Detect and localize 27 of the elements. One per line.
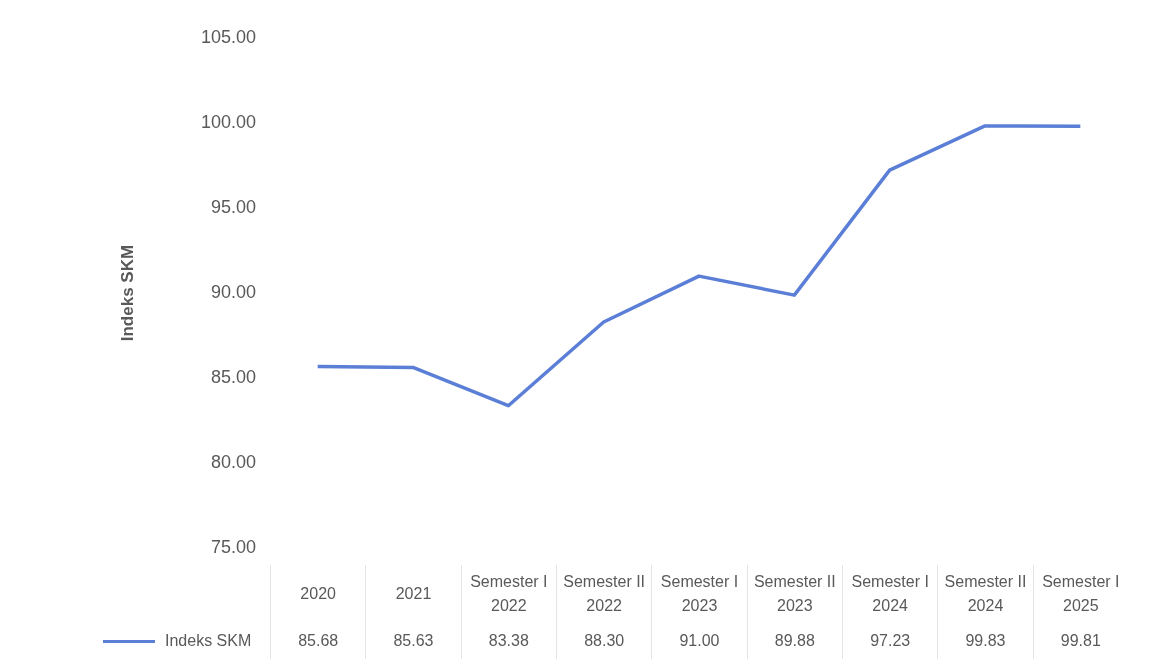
- y-tick-label: 80.00: [210, 452, 256, 473]
- x-tick-label: 2020: [270, 565, 366, 623]
- x-tick-label: Semester I 2022: [460, 565, 556, 623]
- y-tick-label: 95.00: [210, 197, 256, 218]
- x-tick-label: Semester II 2024: [937, 565, 1033, 623]
- data-label: 88.30: [556, 623, 652, 659]
- y-tick-label: 85.00: [210, 367, 256, 388]
- x-tick-label: 2021: [365, 565, 461, 623]
- data-label: 85.68: [270, 623, 366, 659]
- data-label: 91.00: [651, 623, 747, 659]
- y-tick-label: 75.00: [210, 537, 256, 558]
- x-tick-label: Semester I 2025: [1032, 565, 1128, 623]
- data-label: 89.88: [746, 623, 842, 659]
- x-tick-label: Semester I 2024: [842, 565, 938, 623]
- x-tick-label: Semester II 2023: [746, 565, 842, 623]
- y-tick-label: 100.00: [200, 112, 256, 132]
- y-axis-title: Indeks SKM: [117, 244, 137, 342]
- data-label: 85.63: [365, 623, 461, 659]
- data-label: 97.23: [842, 623, 938, 659]
- data-label: 83.38: [460, 623, 556, 659]
- data-label: 99.83: [937, 623, 1033, 659]
- x-tick-label: Semester II 2022: [556, 565, 652, 623]
- y-tick-label: 105.00: [200, 26, 256, 47]
- legend-label: Indeks SKM: [165, 632, 252, 650]
- data-label: 99.81: [1032, 623, 1128, 659]
- y-tick-label: 90.00: [210, 282, 256, 303]
- x-tick-label: Semester I 2023: [651, 565, 747, 623]
